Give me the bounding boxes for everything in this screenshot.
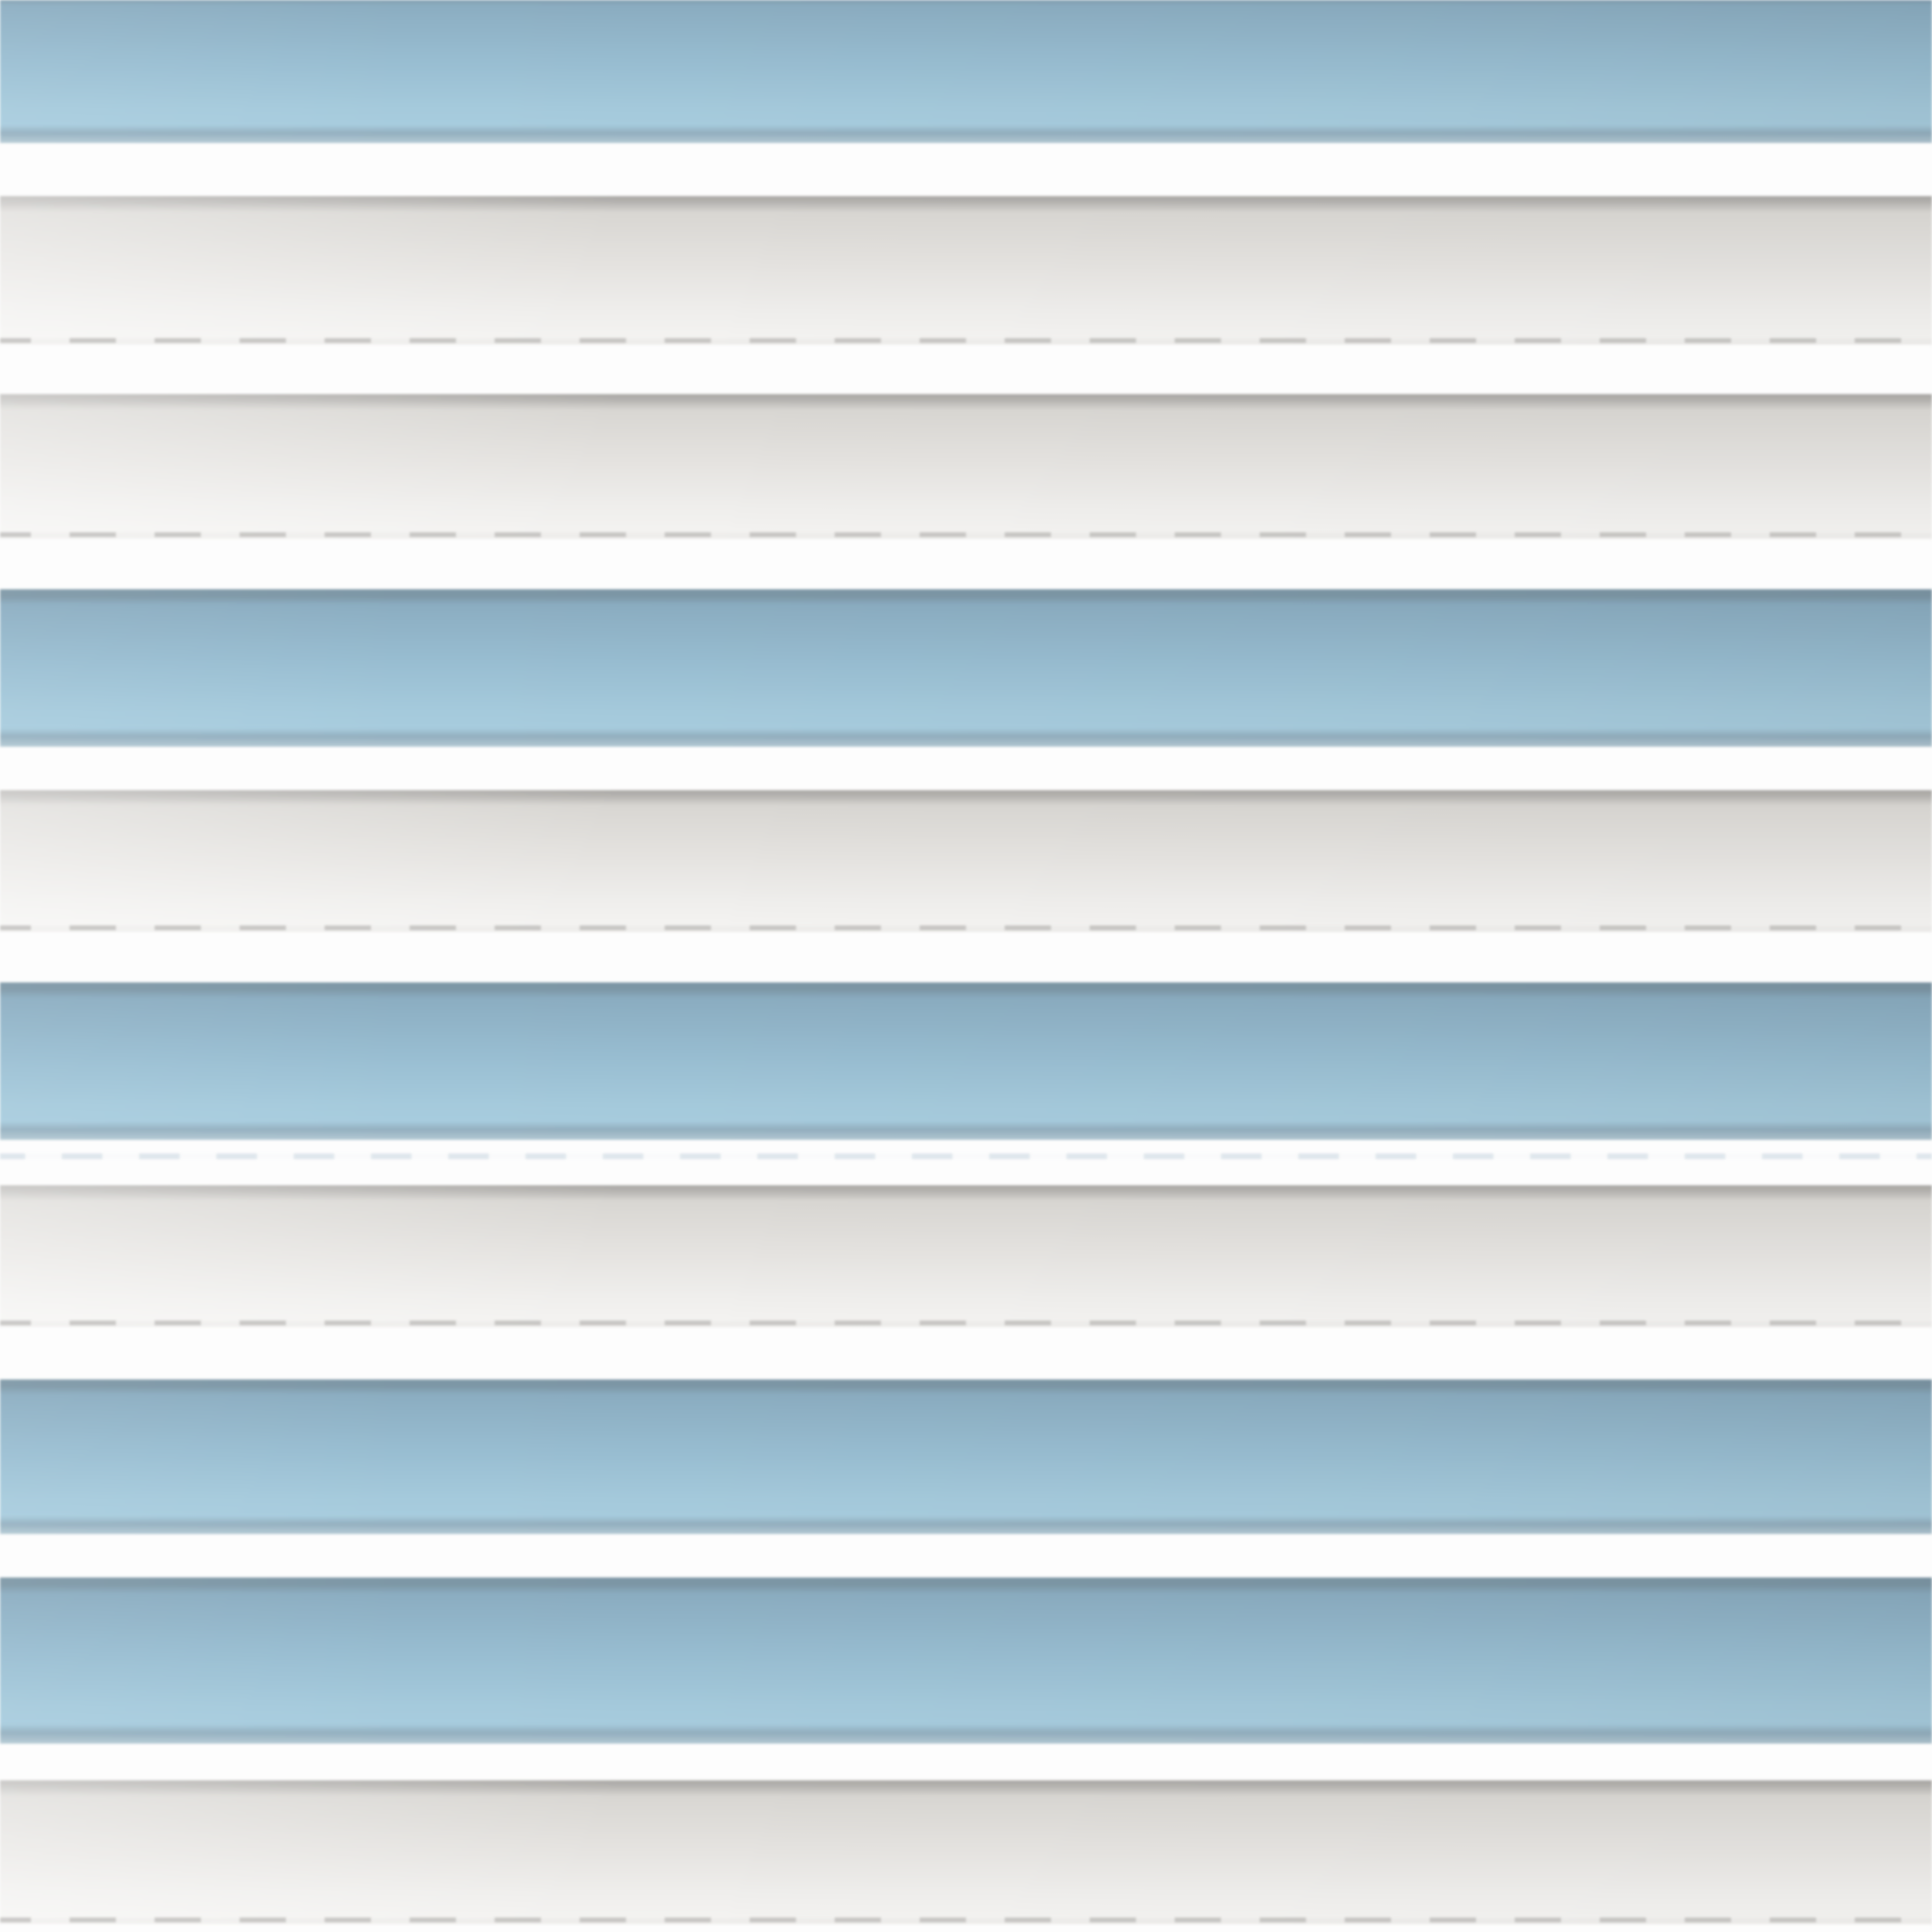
blue-slat-4 bbox=[0, 1379, 1932, 1534]
slat-echo-line bbox=[0, 1153, 1932, 1159]
slat-bottom-dash-line bbox=[0, 925, 1932, 930]
gray-slat-1 bbox=[0, 196, 1932, 345]
gray-slat-5 bbox=[0, 1780, 1932, 1924]
slat-bottom-dash-line bbox=[0, 532, 1932, 537]
blue-slat-5 bbox=[0, 1577, 1932, 1744]
gray-slat-4 bbox=[0, 1185, 1932, 1327]
blue-slat-3 bbox=[0, 982, 1932, 1159]
blue-slat-2 bbox=[0, 589, 1932, 747]
gray-slat-3 bbox=[0, 790, 1932, 932]
slat-bottom-dash-line bbox=[0, 1918, 1932, 1922]
slat-bottom-dash-line bbox=[0, 1321, 1932, 1325]
slat-bottom-dash-line bbox=[0, 338, 1932, 343]
blue-slat-1 bbox=[0, 0, 1932, 143]
gray-slat-2 bbox=[0, 394, 1932, 539]
